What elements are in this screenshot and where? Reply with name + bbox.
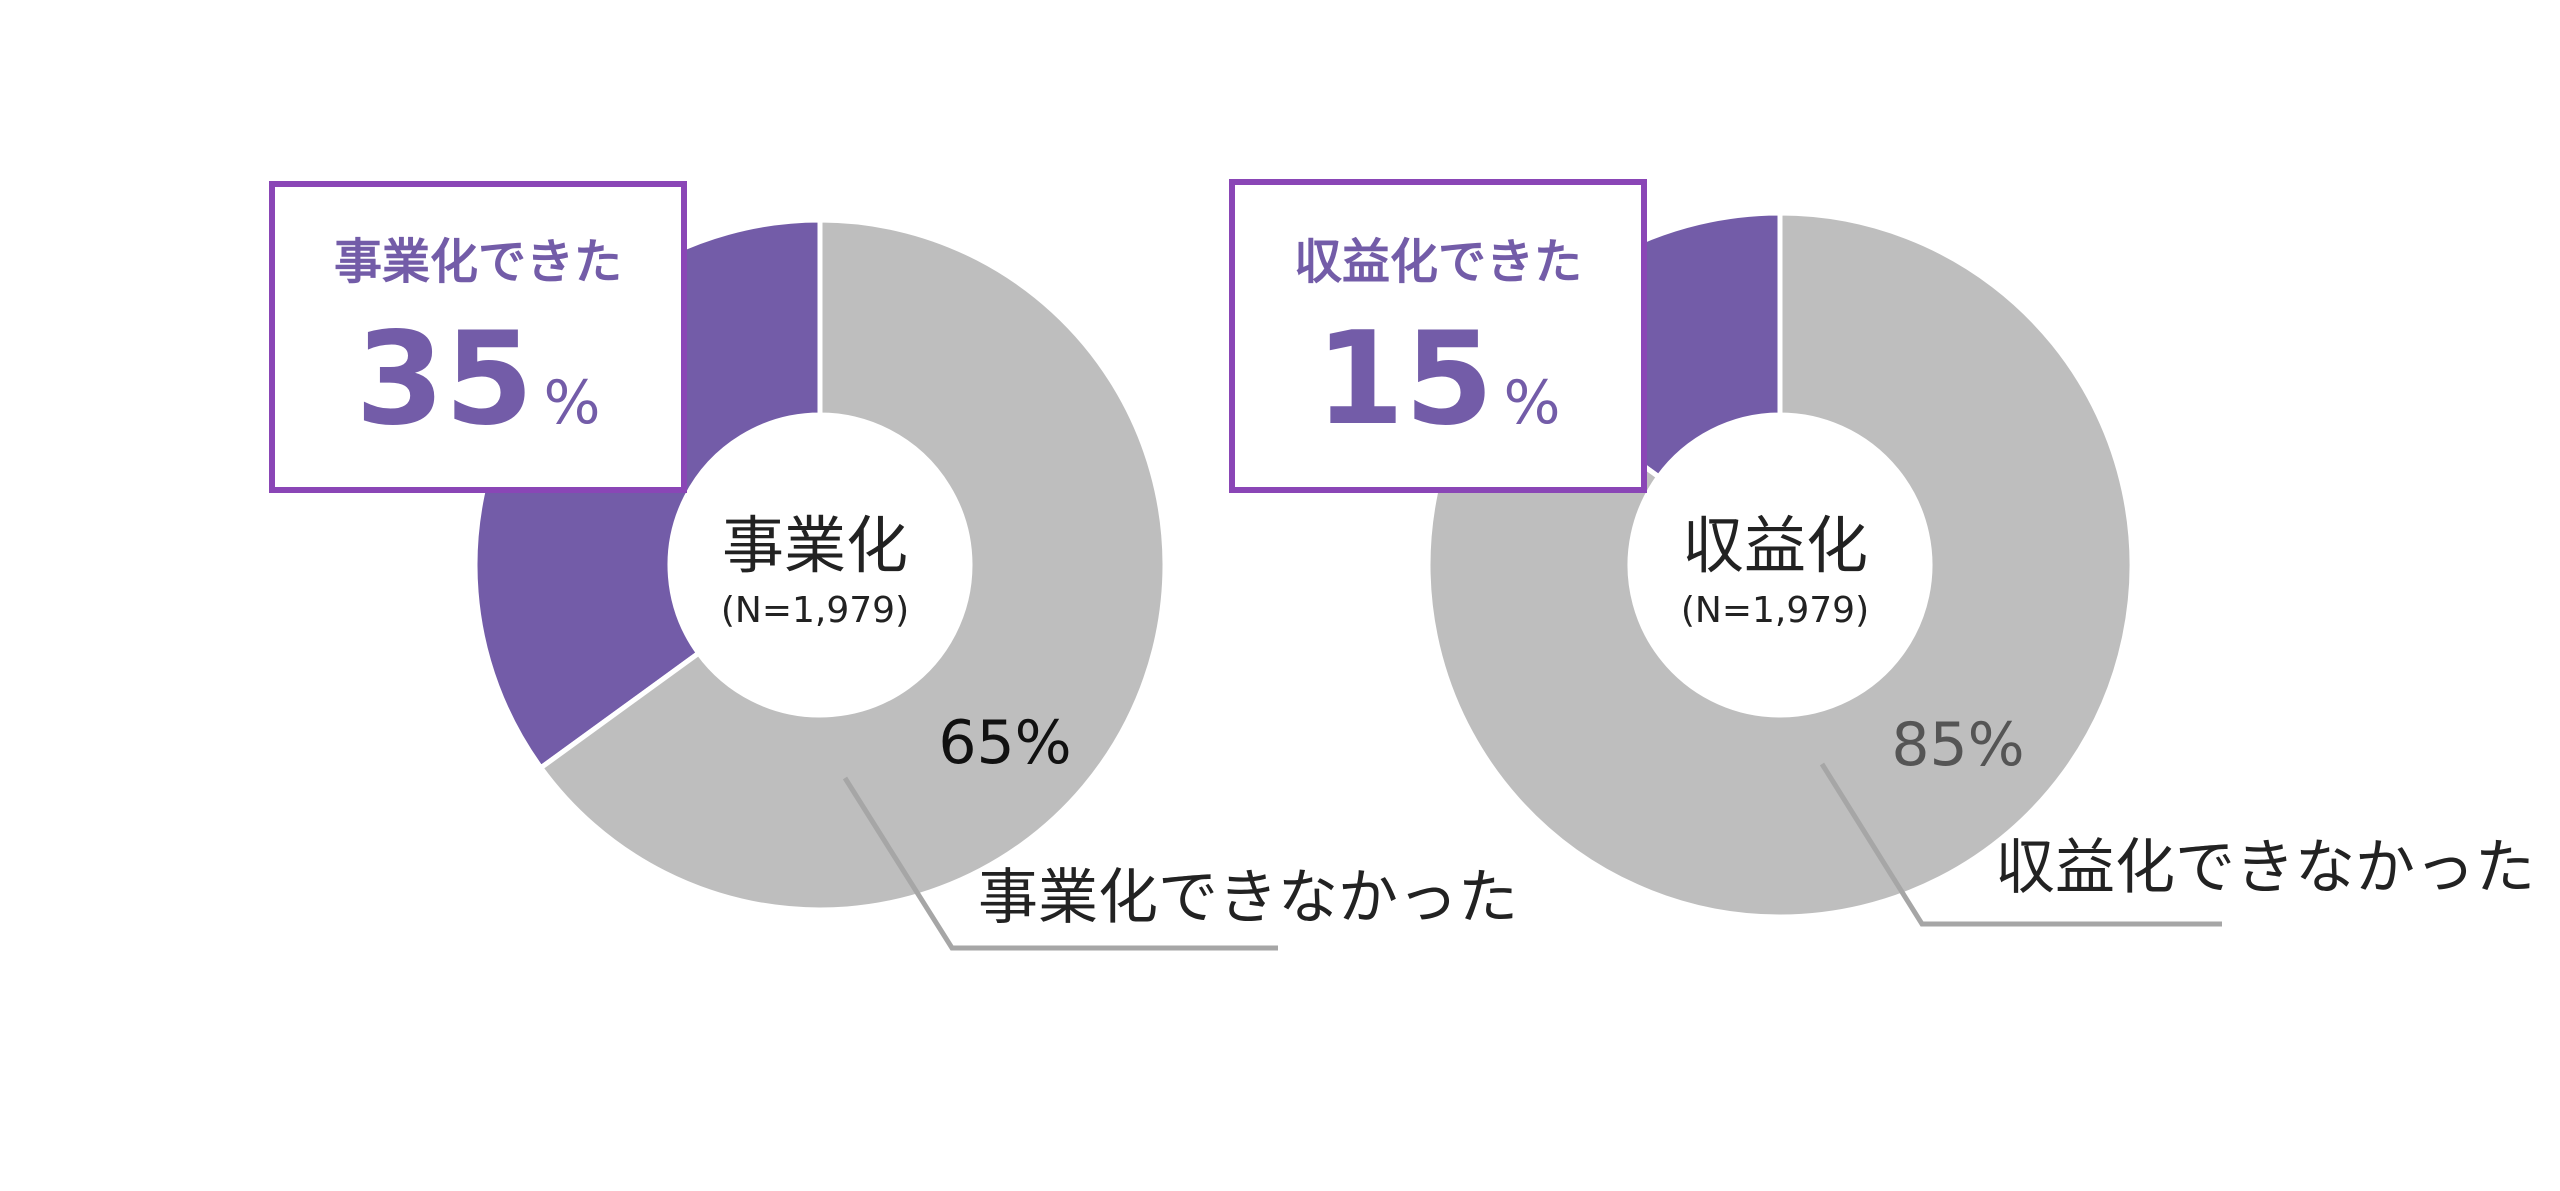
- highlight-value: 35: [355, 305, 533, 454]
- sample-size-label: (N=1,979): [1681, 590, 1869, 631]
- highlight-value-line: 35%: [355, 305, 600, 454]
- highlight-callout-box: [269, 181, 687, 493]
- center-label: 事業化: [722, 509, 908, 582]
- sample-size-label: (N=1,979): [721, 590, 909, 631]
- center-label: 収益化: [1682, 509, 1868, 582]
- highlight-title: 事業化できた: [334, 234, 622, 290]
- highlight-value: 15: [1315, 305, 1493, 454]
- donut-chart-profitability: 収益化 (N=1,979) 85% 収益化できなかった 収益化できた 15%: [1229, 179, 2535, 927]
- rest-percent-label: 65%: [938, 708, 1071, 778]
- rest-percent-label: 85%: [1891, 710, 2024, 780]
- slice-not-profitable: [1425, 210, 2135, 920]
- highlight-value-line: 15%: [1315, 305, 1560, 454]
- leader-line: [842, 776, 1278, 951]
- highlight-title: 収益化できた: [1294, 234, 1582, 290]
- highlight-unit: %: [1504, 368, 1561, 438]
- slice-not-commercialized: [537, 217, 1168, 913]
- leader-line: [1819, 762, 2222, 927]
- rest-category-label: 事業化できなかった: [978, 863, 1518, 933]
- highlight-unit: %: [544, 368, 601, 438]
- highlight-callout-box: [1229, 179, 1647, 493]
- donut-chart-commercialization: 事業化 (N=1,979) 65% 事業化できなかった 事業化できた 35%: [269, 181, 1518, 951]
- rest-category-label: 収益化できなかった: [1995, 833, 2535, 903]
